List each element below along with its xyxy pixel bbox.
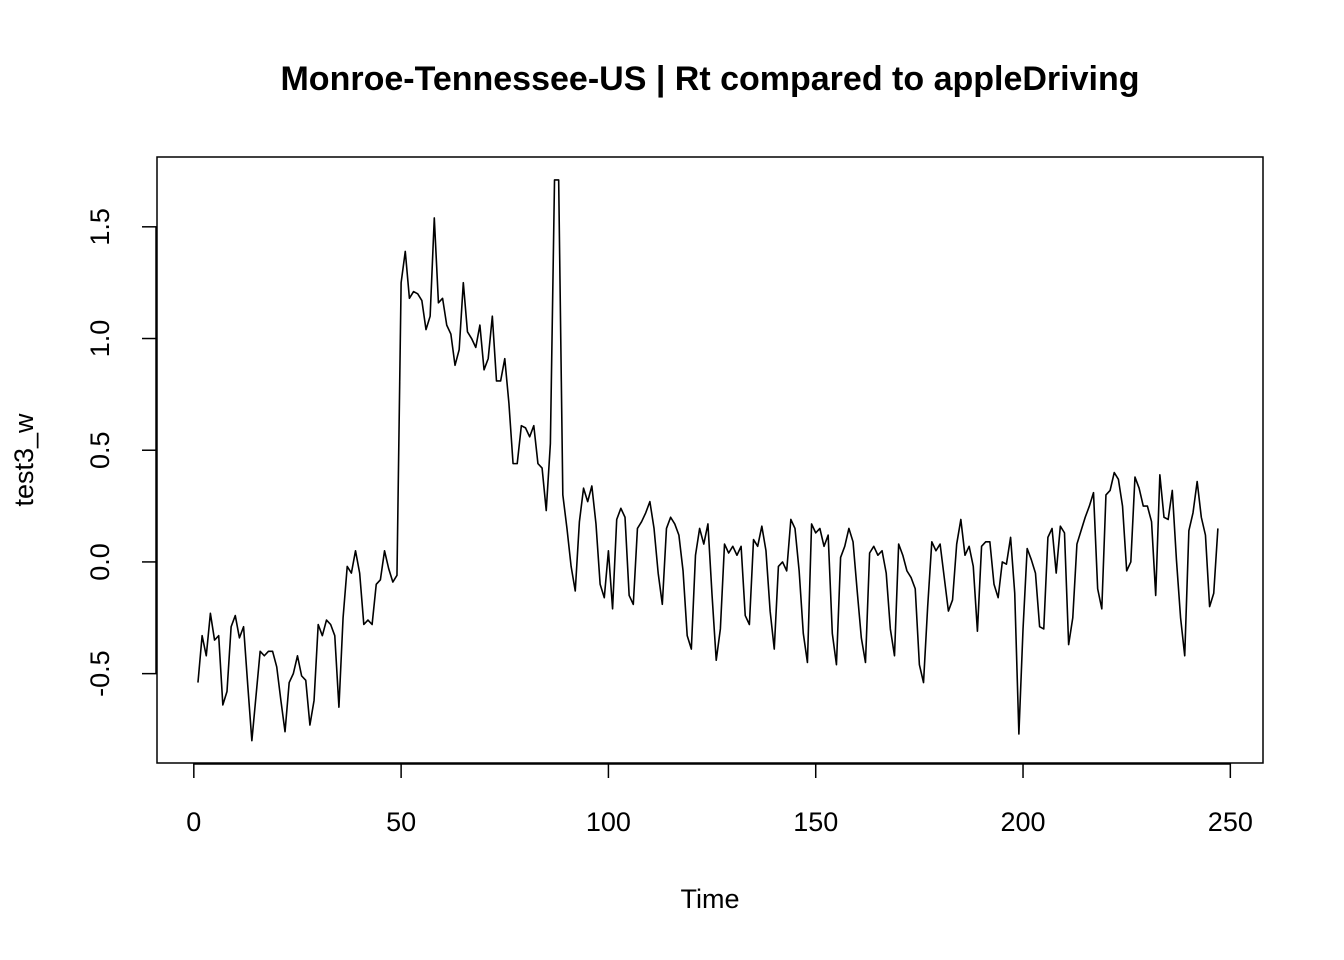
- y-tick-label: 1.0: [85, 320, 115, 358]
- x-tick-label: 50: [386, 807, 416, 837]
- plot-box: [156, 156, 1264, 764]
- x-tick-label: 200: [1000, 807, 1045, 837]
- x-tick-label: 0: [186, 807, 201, 837]
- x-tick-label: 100: [586, 807, 631, 837]
- x-tick-label: 250: [1208, 807, 1253, 837]
- y-tick-label: 0.5: [85, 431, 115, 469]
- y-axis-label: test3_w: [9, 413, 39, 507]
- y-tick-label: -0.5: [85, 650, 115, 697]
- y-tick-label: 1.5: [85, 208, 115, 246]
- data-line: [197, 179, 1219, 742]
- x-axis-label: Time: [681, 884, 740, 914]
- x-tick-label: 150: [793, 807, 838, 837]
- chart-title: Monroe-Tennessee-US | Rt compared to app…: [280, 60, 1139, 98]
- y-tick-label: 0.0: [85, 543, 115, 581]
